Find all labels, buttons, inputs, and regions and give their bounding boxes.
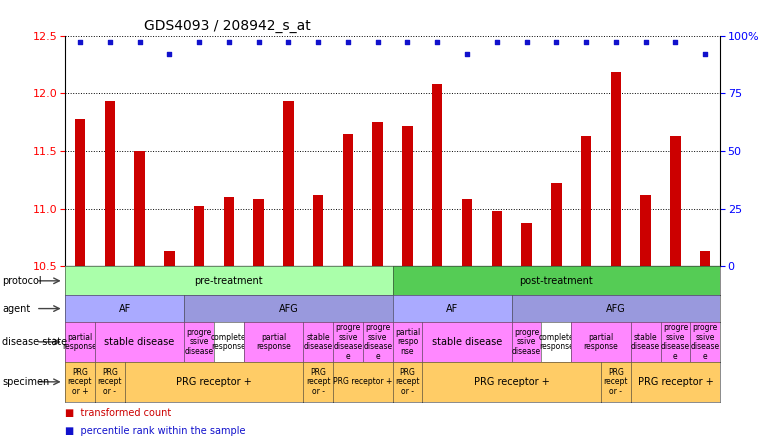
Point [312, 39, 324, 46]
Point [74, 39, 86, 46]
Text: pre-treatment: pre-treatment [195, 276, 264, 286]
Text: progre
ssive
disease
e: progre ssive disease e [661, 323, 690, 361]
Text: stable disease: stable disease [104, 337, 175, 347]
Text: complete
response: complete response [538, 333, 574, 351]
Text: AF: AF [119, 304, 131, 313]
Text: progre
ssive
disease
e: progre ssive disease e [691, 323, 720, 361]
Bar [492, 211, 502, 266]
Text: complete
response: complete response [211, 333, 247, 351]
Bar [670, 136, 681, 266]
Bar [283, 101, 293, 266]
Text: ■  transformed count: ■ transformed count [65, 408, 172, 419]
Text: stable
disease: stable disease [303, 333, 332, 351]
Text: GDS4093 / 208942_s_at: GDS4093 / 208942_s_at [144, 19, 310, 33]
Text: progre
ssive
disease: progre ssive disease [512, 328, 541, 356]
Bar [372, 122, 383, 266]
Text: disease state: disease state [2, 337, 67, 347]
Text: progre
ssive
disease: progre ssive disease [185, 328, 214, 356]
Point [461, 51, 473, 58]
Bar [313, 195, 323, 266]
Text: PRG
recept
or -: PRG recept or - [395, 368, 420, 396]
Text: partial
response: partial response [584, 333, 618, 351]
Point [520, 39, 532, 46]
Bar [104, 101, 115, 266]
Text: PRG receptor +: PRG receptor + [474, 377, 549, 387]
Point [133, 39, 146, 46]
Bar [254, 199, 264, 266]
Text: PRG receptor +: PRG receptor + [333, 377, 392, 386]
Bar [342, 134, 353, 266]
Bar [224, 197, 234, 266]
Text: AFG: AFG [606, 304, 626, 313]
Text: progre
ssive
disease
e: progre ssive disease e [363, 323, 392, 361]
Point [610, 39, 622, 46]
Point [342, 39, 354, 46]
Text: PRG
recept
or -: PRG recept or - [306, 368, 330, 396]
Text: PRG receptor +: PRG receptor + [176, 377, 252, 387]
Text: agent: agent [2, 304, 31, 313]
Bar [700, 251, 710, 266]
Text: PRG receptor +: PRG receptor + [637, 377, 713, 387]
Bar [462, 199, 472, 266]
Point [372, 39, 384, 46]
Point [163, 51, 175, 58]
Point [431, 39, 444, 46]
Point [699, 51, 712, 58]
Text: post-treatment: post-treatment [519, 276, 593, 286]
Point [193, 39, 205, 46]
Text: PRG
recept
or -: PRG recept or - [97, 368, 122, 396]
Bar [581, 136, 591, 266]
Bar [134, 151, 145, 266]
Bar [611, 72, 621, 266]
Text: partial
respo
nse: partial respo nse [394, 328, 420, 356]
Point [223, 39, 235, 46]
Point [282, 39, 294, 46]
Text: PRG
recept
or +: PRG recept or + [67, 368, 92, 396]
Point [669, 39, 682, 46]
Bar [551, 183, 561, 266]
Text: stable
disease: stable disease [631, 333, 660, 351]
Point [401, 39, 414, 46]
Bar [640, 195, 651, 266]
Text: AFG: AFG [279, 304, 298, 313]
Point [640, 39, 652, 46]
Text: stable disease: stable disease [432, 337, 502, 347]
Bar [402, 126, 413, 266]
Text: PRG
recept
or -: PRG recept or - [604, 368, 628, 396]
Bar [164, 251, 175, 266]
Text: progre
ssive
disease
e: progre ssive disease e [333, 323, 362, 361]
Point [580, 39, 592, 46]
Text: specimen: specimen [2, 377, 50, 387]
Point [103, 39, 116, 46]
Point [491, 39, 503, 46]
Bar [194, 206, 205, 266]
Text: protocol: protocol [2, 276, 42, 286]
Text: ■  percentile rank within the sample: ■ percentile rank within the sample [65, 426, 246, 436]
Bar [75, 119, 85, 266]
Text: partial
response: partial response [256, 333, 291, 351]
Bar [522, 222, 532, 266]
Text: AF: AF [446, 304, 458, 313]
Point [550, 39, 562, 46]
Text: partial
response: partial response [63, 333, 97, 351]
Point [253, 39, 265, 46]
Bar [432, 84, 443, 266]
